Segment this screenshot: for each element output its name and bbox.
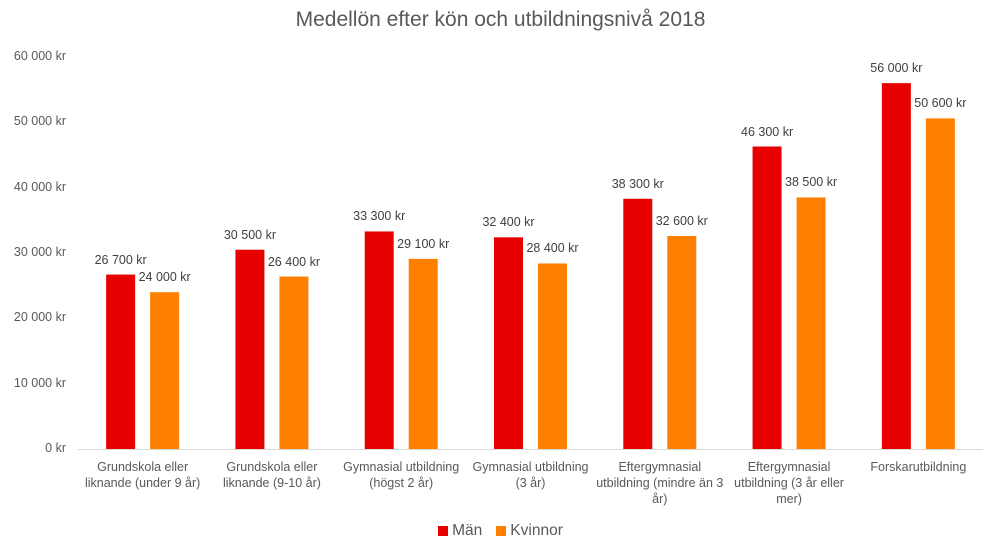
- chart-title: Medellön efter kön och utbildningsnivå 2…: [295, 8, 706, 31]
- legend-label: Kvinnor: [510, 522, 563, 539]
- y-tick-label: 20 000 kr: [13, 310, 66, 325]
- y-tick-label: 10 000 kr: [13, 375, 66, 390]
- legend-item: Män: [438, 522, 482, 540]
- bar-man: [235, 249, 265, 449]
- bar-man: [623, 198, 653, 449]
- y-tick-label: 30 000 kr: [13, 245, 66, 259]
- bar-man: [752, 146, 782, 450]
- data-label: 24 000 kr: [138, 270, 191, 285]
- bar-man: [106, 274, 136, 449]
- bar-kvinnor: [796, 197, 826, 449]
- bar-man: [364, 231, 394, 449]
- data-label: 38 300 kr: [611, 176, 664, 191]
- data-label: 50 600 kr: [914, 96, 967, 111]
- data-label: 32 400 kr: [482, 215, 535, 230]
- legend-label: Män: [452, 522, 483, 539]
- data-label: 56 000 kr: [870, 61, 923, 76]
- data-label: 38 500 kr: [785, 175, 838, 190]
- bar-man: [494, 237, 523, 449]
- bar-kvinnor: [667, 236, 697, 449]
- legend-item: Kvinnor: [496, 522, 563, 540]
- bar-kvinnor: [925, 118, 955, 449]
- x-tick-label: Eftergymnasial utbildning (mindre än 3 å…: [596, 460, 724, 506]
- x-tick-label: Forskarutbildning: [870, 460, 967, 474]
- legend-swatch: [496, 526, 507, 536]
- bar-kvinnor: [150, 292, 180, 449]
- bar-man: [881, 83, 911, 449]
- data-label: 46 300 kr: [741, 124, 794, 139]
- x-tick-label: Gymnasial utbildning (högst 2 år): [343, 460, 460, 490]
- x-tick-label: Eftergymnasial utbildning (3 år eller me…: [734, 460, 844, 506]
- bar-kvinnor: [279, 276, 309, 449]
- data-label: 33 300 kr: [353, 209, 406, 224]
- x-tick-label: Grundskola eller liknande (9-10 år): [222, 460, 321, 490]
- legend: Män Kvinnor: [0, 522, 1001, 540]
- data-label: 26 700 kr: [94, 252, 147, 267]
- x-tick-label: Gymnasial utbildning (3 år): [472, 460, 589, 490]
- y-tick-label: 40 000 kr: [13, 179, 66, 194]
- data-label: 28 400 kr: [526, 241, 579, 256]
- bar-kvinnor: [538, 263, 567, 449]
- y-tick-label: 0 kr: [45, 441, 66, 455]
- data-label: 32 600 kr: [655, 214, 708, 228]
- x-tick-label: Grundskola eller liknande (under 9 år): [84, 460, 201, 490]
- data-label: 30 500 kr: [223, 227, 276, 242]
- data-label: 29 100 kr: [397, 236, 450, 251]
- y-tick-label: 50 000 kr: [13, 114, 66, 129]
- legend-swatch: [438, 526, 449, 536]
- bar-kvinnor: [408, 258, 438, 449]
- data-label: 26 400 kr: [267, 254, 320, 269]
- y-tick-label: 60 000 kr: [13, 49, 66, 63]
